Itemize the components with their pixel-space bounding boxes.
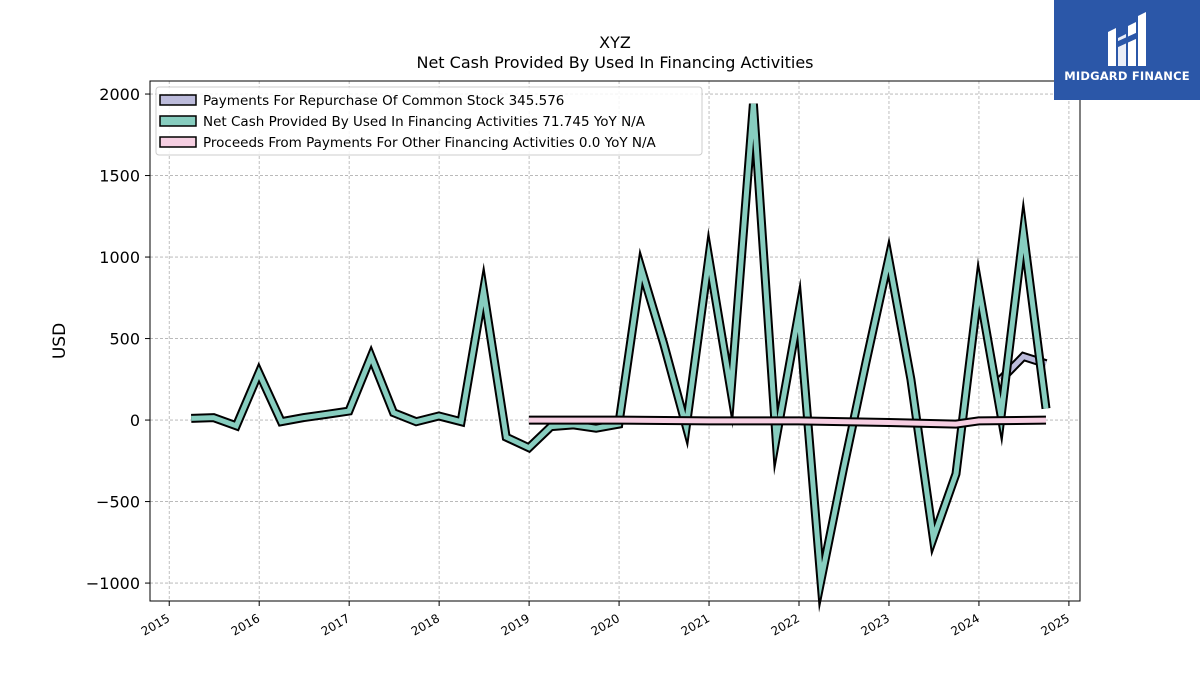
series-lines bbox=[191, 103, 1051, 613]
y-tick-label: 500 bbox=[109, 330, 140, 349]
x-tick-label: 2018 bbox=[409, 611, 442, 638]
x-tick-label: 2020 bbox=[589, 611, 622, 638]
legend-box bbox=[155, 86, 703, 156]
brand-mark-icon bbox=[1108, 12, 1146, 66]
y-tick-label: −1000 bbox=[86, 574, 140, 593]
legend-swatch bbox=[159, 136, 197, 148]
grid-lines bbox=[150, 81, 1080, 601]
chart-title: XYZ bbox=[599, 33, 631, 52]
legend-label: Proceeds From Payments For Other Financi… bbox=[203, 135, 657, 151]
x-tick-label: 2022 bbox=[769, 611, 802, 638]
y-tick-label: −500 bbox=[96, 493, 140, 512]
x-tick-label: 2021 bbox=[679, 611, 712, 638]
y-tick-label: 0 bbox=[130, 411, 140, 430]
x-tick-label: 2015 bbox=[139, 611, 172, 638]
y-tick-label: 1500 bbox=[99, 167, 140, 186]
brand-logo: MIDGARD FINANCE bbox=[1054, 0, 1200, 100]
legend-item[interactable]: Proceeds From Payments For Other Financi… bbox=[159, 135, 657, 151]
x-tick-label: 2017 bbox=[319, 611, 352, 638]
chart-subtitle: Net Cash Provided By Used In Financing A… bbox=[416, 53, 813, 72]
series-group bbox=[528, 415, 1047, 429]
x-tick-label: 2023 bbox=[859, 611, 892, 638]
x-tick-label: 2016 bbox=[229, 611, 262, 638]
y-tick-label: 2000 bbox=[99, 85, 140, 104]
legend-swatch bbox=[159, 94, 197, 106]
legend-item[interactable]: Payments For Repurchase Of Common Stock … bbox=[159, 93, 564, 109]
legend[interactable]: Payments For Repurchase Of Common Stock … bbox=[155, 86, 703, 156]
series-line bbox=[528, 417, 1047, 427]
legend-item[interactable]: Net Cash Provided By Used In Financing A… bbox=[159, 114, 646, 130]
legend-label: Net Cash Provided By Used In Financing A… bbox=[203, 114, 646, 130]
legend-swatch bbox=[159, 115, 197, 127]
plot-frame bbox=[149, 80, 1081, 602]
y-axis-label: USD bbox=[50, 323, 70, 359]
x-tick-label: 2019 bbox=[499, 611, 532, 638]
x-tick-label: 2024 bbox=[949, 611, 982, 638]
y-tick-label: 1000 bbox=[99, 248, 140, 267]
x-tick-label: 2025 bbox=[1038, 611, 1071, 638]
axis-ticks: −1000 −500 0 500 1000 1500 2000 2015 2016 2017 201… bbox=[86, 85, 1072, 639]
brand-name: MIDGARD FINANCE bbox=[1064, 69, 1190, 83]
legend-label: Payments For Repurchase Of Common Stock … bbox=[203, 93, 564, 109]
